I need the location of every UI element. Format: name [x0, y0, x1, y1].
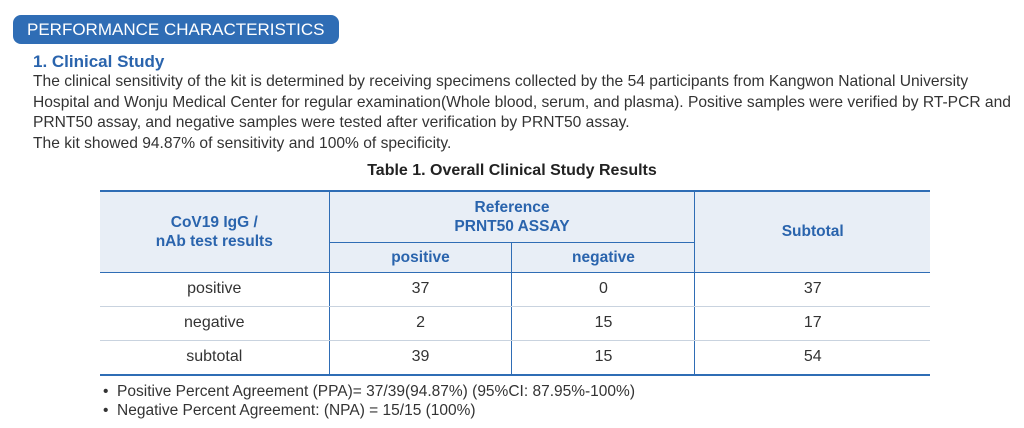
- header-positive: positive: [328, 241, 513, 273]
- header-subtotal: Subtotal: [694, 190, 930, 273]
- description-paragraph: The clinical sensitivity of the kit is d…: [33, 73, 1011, 131]
- bullet-list: • Positive Percent Agreement (PPA)= 37/3…: [103, 382, 1024, 420]
- header-negative: negative: [511, 241, 696, 273]
- section-badge: PERFORMANCE CHARACTERISTICS: [13, 15, 339, 44]
- table-row: negative 2 15 17: [100, 306, 930, 341]
- bullet-ppa: • Positive Percent Agreement (PPA)= 37/3…: [103, 382, 635, 400]
- table-row: subtotal 39 15 54: [100, 340, 930, 376]
- table-title: Table 1. Overall Clinical Study Results: [367, 162, 657, 179]
- header-reference: Reference PRNT50 ASSAY: [328, 190, 696, 243]
- description: The clinical sensitivity of the kit is d…: [33, 72, 1018, 154]
- results-table: CoV19 IgG / nAb test results Reference PRN…: [100, 190, 930, 376]
- bullet-npa: • Negative Percent Agreement: (NPA) = 15…: [103, 401, 476, 419]
- table-row: positive 37 0 37: [100, 272, 930, 307]
- header-test-results: CoV19 IgG / nAb test results: [100, 190, 330, 273]
- section-heading: 1. Clinical Study: [33, 52, 165, 71]
- description-summary: The kit showed 94.87% of sensitivity and…: [33, 134, 452, 152]
